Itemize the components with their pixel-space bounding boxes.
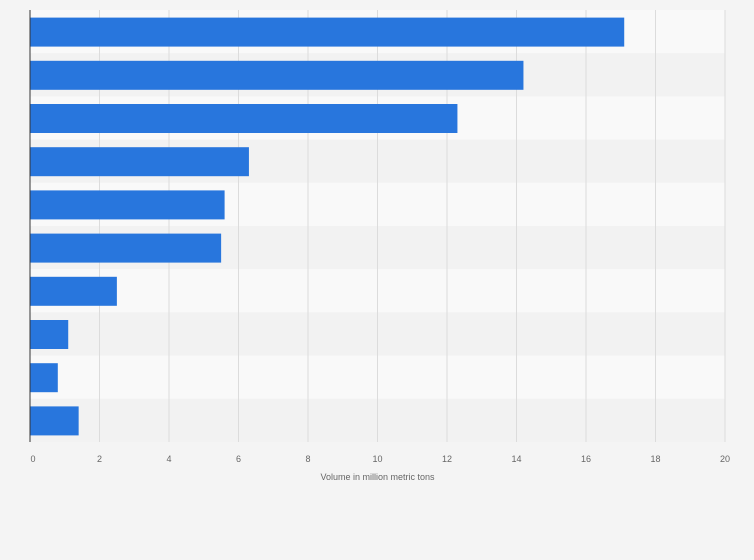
x-tick-label: 0 [30, 454, 35, 464]
x-axis-title: Volume in million metric tons [320, 472, 435, 482]
bar [30, 104, 458, 133]
bars [30, 17, 625, 436]
x-tick-label: 18 [650, 454, 660, 464]
bar [30, 406, 79, 436]
x-tick-label: 14 [511, 454, 521, 464]
bar [30, 233, 222, 263]
bar [30, 17, 625, 47]
bar [30, 60, 524, 90]
x-tick-label: 4 [166, 454, 171, 464]
bar [30, 147, 249, 177]
x-tick-label: 8 [305, 454, 310, 464]
x-axis-ticks: 0 2 4 6 8 10 12 14 16 18 20 [30, 454, 730, 464]
x-tick-label: 16 [581, 454, 591, 464]
x-tick-label: 10 [372, 454, 382, 464]
x-tick-label: 12 [442, 454, 452, 464]
bar [30, 320, 69, 349]
bar [30, 190, 225, 220]
x-tick-label: 20 [720, 454, 730, 464]
x-tick-label: 6 [236, 454, 241, 464]
bar [30, 276, 117, 306]
x-tick-label: 2 [97, 454, 102, 464]
bar [30, 363, 58, 393]
